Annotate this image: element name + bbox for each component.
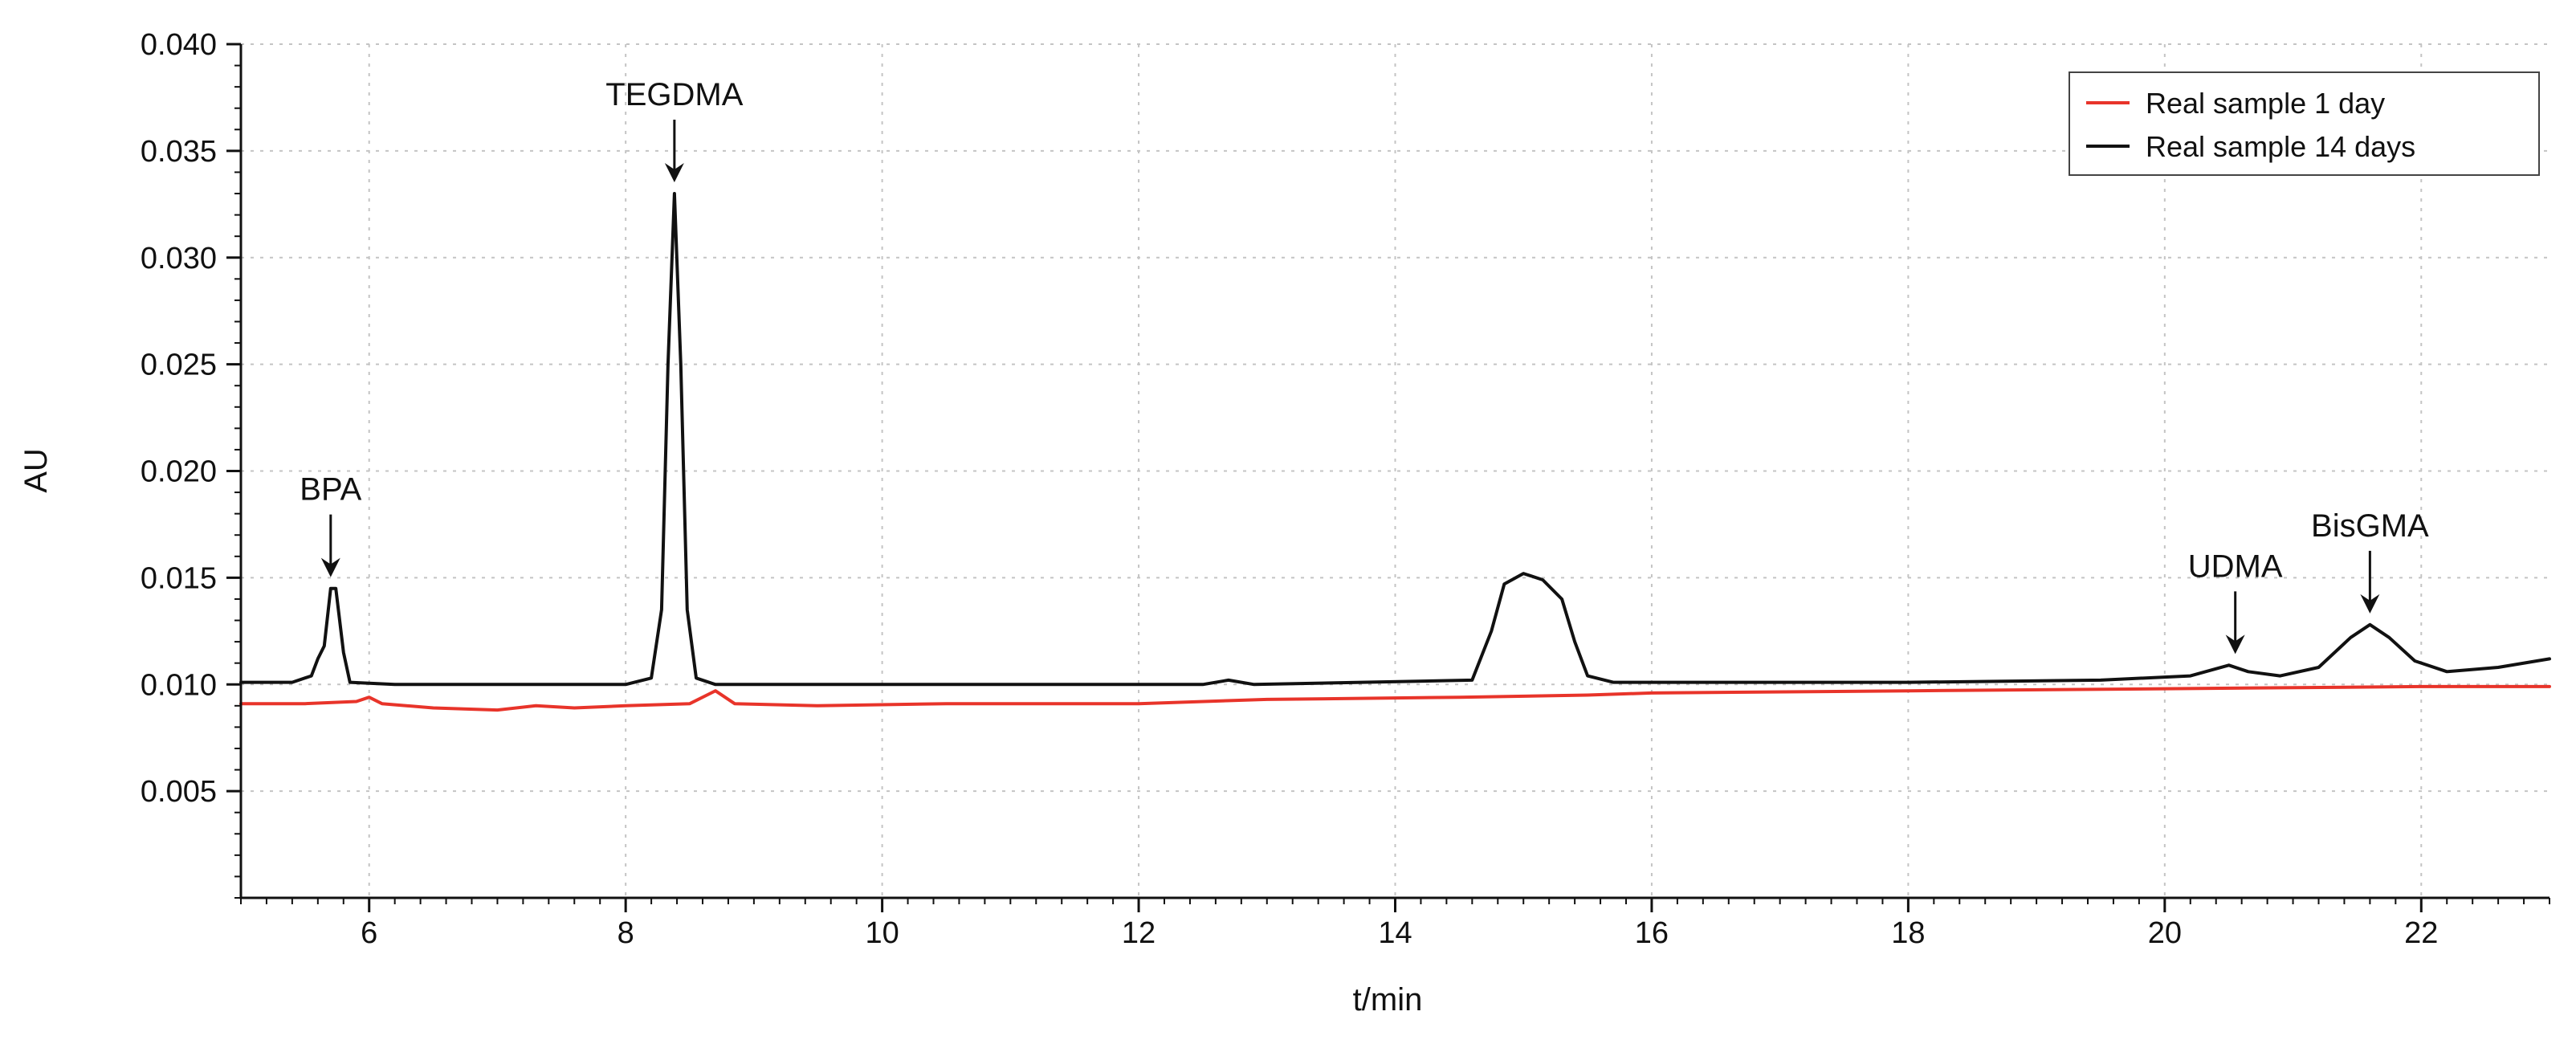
x-tick-label: 14: [1378, 916, 1412, 950]
x-axis-title: t/min: [1353, 982, 1423, 1018]
x-tick-label: 20: [2148, 916, 2182, 950]
x-tick-label: 10: [865, 916, 899, 950]
legend-label-1day: Real sample 1 day: [2146, 87, 2385, 120]
annotation-arrow-head: [2360, 593, 2380, 614]
annotation-arrow-head: [320, 557, 340, 577]
peak-annotations: BPA TEGDMA UDMA BisGMA: [300, 77, 2429, 655]
y-tick-label: 0.030: [141, 242, 217, 275]
annotation-label: TEGDMA: [605, 77, 743, 112]
axes: 6 8 10 12 14 16 18 20 22 0.005 0.010 0.015 0.020 0.02…: [141, 28, 2550, 950]
annotation-label: BisGMA: [2311, 508, 2429, 544]
annotation-label: UDMA: [2188, 549, 2283, 584]
y-tick-label: 0.035: [141, 135, 217, 169]
grid-lines: [241, 43, 2550, 898]
x-tick-label: 22: [2404, 916, 2438, 950]
series-lines: [239, 192, 2551, 712]
legend-box: [2069, 71, 2540, 176]
series-line-0: [239, 684, 2551, 712]
y-tick-label: 0.005: [141, 775, 217, 809]
x-tick-label: 12: [1122, 916, 1156, 950]
x-tick-label: 8: [618, 916, 634, 950]
y-tick-label: 0.025: [141, 349, 217, 382]
legend: Real sample 1 day Real sample 14 days: [2069, 71, 2540, 176]
x-tick-label: 18: [1891, 916, 1925, 950]
y-tick-label: 0.020: [141, 455, 217, 489]
y-tick-label: 0.010: [141, 668, 217, 702]
x-tick-label: 16: [1635, 916, 1669, 950]
annotation-arrow-head: [2225, 634, 2245, 655]
annotation-arrow-head: [664, 163, 684, 183]
series-line-1: [239, 192, 2551, 687]
annotation-label: BPA: [300, 472, 361, 508]
y-tick-label: 0.040: [141, 28, 217, 62]
legend-label-14days: Real sample 14 days: [2146, 130, 2415, 163]
y-tick-label: 0.015: [141, 561, 217, 595]
y-axis-title: AU: [18, 448, 54, 493]
x-tick-label: 6: [361, 916, 377, 950]
